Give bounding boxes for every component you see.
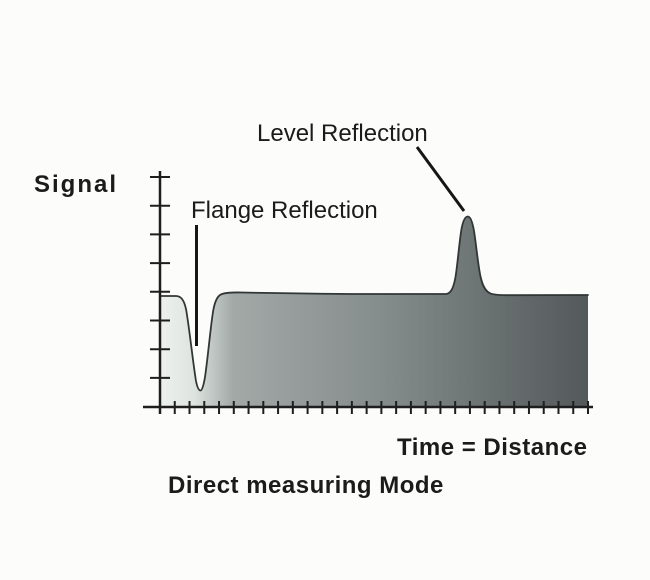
figure-caption: Direct measuring Mode — [168, 472, 444, 499]
level-reflection-pointer-line — [415, 146, 466, 212]
signal-trace-line — [159, 215, 589, 392]
x-axis-title: Time = Distance — [397, 434, 588, 461]
signal-area — [160, 216, 588, 406]
level-reflection-label: Level Reflection — [257, 120, 428, 147]
x-axis-ticks — [159, 401, 589, 414]
y-axis-ticks — [150, 176, 170, 379]
y-axis-title: Signal — [34, 171, 119, 198]
flange-reflection-label: Flange Reflection — [191, 197, 378, 224]
